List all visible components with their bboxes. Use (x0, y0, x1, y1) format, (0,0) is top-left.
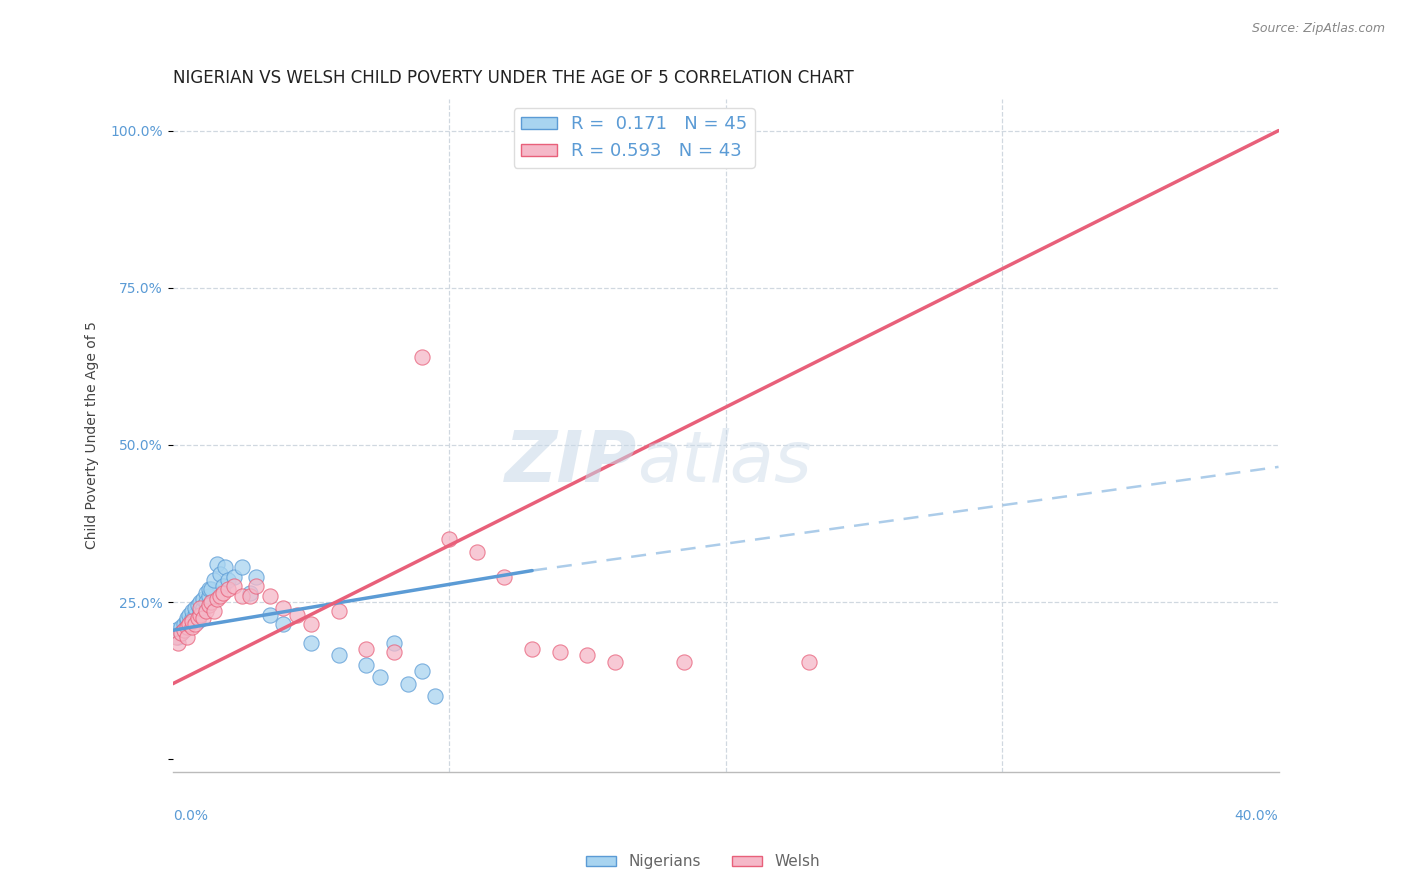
Point (194, 585, 217, 599)
Text: atlas: atlas (637, 428, 811, 497)
Legend: Nigerians, Welsh: Nigerians, Welsh (579, 848, 827, 875)
Point (273, 617, 295, 632)
Point (179, 617, 201, 632)
Point (285, 607, 308, 622)
Point (179, 607, 201, 622)
Point (328, 604, 350, 618)
Point (465, 545, 488, 559)
Point (603, 655, 626, 669)
Text: ZIP: ZIP (505, 428, 637, 497)
Point (173, 624, 195, 638)
Point (259, 589, 281, 603)
Point (273, 601, 295, 615)
Point (176, 611, 198, 625)
Point (187, 611, 209, 625)
Point (382, 636, 405, 650)
Point (239, 589, 262, 603)
Point (181, 620, 204, 634)
Point (494, 570, 516, 584)
Point (231, 589, 253, 603)
Point (211, 585, 233, 599)
Point (437, 532, 460, 546)
Point (184, 601, 207, 615)
Point (245, 579, 267, 593)
Point (259, 607, 281, 622)
Point (328, 648, 350, 663)
Point (190, 607, 212, 622)
Point (191, 611, 214, 625)
Point (797, 655, 820, 669)
Point (425, 690, 447, 704)
Text: NIGERIAN VS WELSH CHILD POVERTY UNDER THE AGE OF 5 CORRELATION CHART: NIGERIAN VS WELSH CHILD POVERTY UNDER TH… (173, 69, 853, 87)
Point (187, 598, 209, 612)
Point (173, 624, 195, 638)
Point (396, 676, 419, 690)
Text: Source: ZipAtlas.com: Source: ZipAtlas.com (1251, 22, 1385, 36)
Point (202, 573, 225, 587)
Point (190, 601, 212, 615)
Point (211, 579, 233, 593)
Point (190, 595, 212, 609)
Point (181, 614, 204, 628)
Point (200, 582, 222, 597)
Point (299, 617, 322, 632)
Point (200, 595, 222, 609)
Point (179, 617, 201, 632)
Point (176, 620, 198, 634)
Point (239, 585, 262, 599)
Point (197, 582, 219, 597)
Point (165, 630, 187, 644)
Point (184, 607, 207, 622)
Point (214, 560, 236, 574)
Point (170, 626, 193, 640)
Point (176, 614, 198, 628)
Point (299, 636, 322, 650)
Point (411, 350, 433, 364)
Point (673, 655, 696, 669)
Point (222, 579, 245, 593)
Point (208, 589, 231, 603)
Point (167, 636, 190, 650)
Point (231, 560, 253, 574)
Point (181, 604, 204, 618)
Point (576, 648, 599, 663)
Point (191, 591, 214, 606)
Point (208, 566, 231, 581)
Point (202, 604, 225, 618)
Point (205, 591, 228, 606)
Point (190, 604, 212, 618)
Point (197, 589, 219, 603)
Text: 40.0%: 40.0% (1234, 809, 1278, 822)
Point (194, 604, 217, 618)
Y-axis label: Child Poverty Under the Age of 5: Child Poverty Under the Age of 5 (86, 321, 100, 549)
Point (382, 645, 405, 659)
Point (356, 642, 378, 657)
Point (167, 630, 190, 644)
Point (368, 670, 391, 684)
Point (173, 617, 195, 632)
Point (411, 664, 433, 678)
Point (170, 626, 193, 640)
Point (197, 598, 219, 612)
Point (165, 624, 187, 638)
Point (520, 642, 543, 657)
Point (191, 601, 214, 615)
Point (194, 595, 217, 609)
Point (217, 582, 239, 597)
Point (356, 657, 378, 672)
Point (181, 611, 204, 625)
Point (222, 570, 245, 584)
Point (187, 614, 209, 628)
Point (184, 617, 207, 632)
Point (548, 645, 571, 659)
Point (217, 573, 239, 587)
Legend: R =  0.171   N = 45, R = 0.593   N = 43: R = 0.171 N = 45, R = 0.593 N = 43 (513, 108, 755, 168)
Point (170, 620, 193, 634)
Point (245, 570, 267, 584)
Point (205, 558, 228, 572)
Point (176, 630, 198, 644)
Text: 0.0%: 0.0% (173, 809, 208, 822)
